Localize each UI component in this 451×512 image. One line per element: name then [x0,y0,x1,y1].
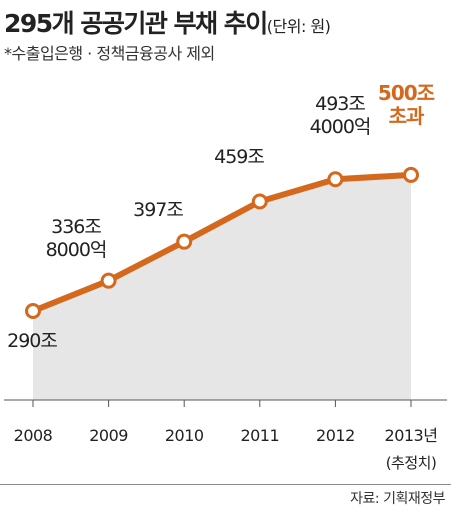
source-divider [0,484,451,485]
x-tick-label: 2009 [89,426,128,445]
data-label: 397조 [133,199,183,221]
exclusion-note: *수출입은행 · 정책금융공사 제외 [4,44,215,63]
data-point [403,166,419,183]
x-tick-label: 2012 [316,426,355,445]
line-chart: 2008 2009 2010 2011 2012 2013년 (추정치) 290조 336조 8… [4,81,447,472]
data-label: 290조 [7,330,57,352]
data-point-layer [25,166,419,319]
data-label-line: 8000억 [46,239,107,261]
data-point [176,233,193,250]
x-axis: 2008 2009 2010 2011 2012 2013년 (추정치) [4,399,447,472]
x-tick-label: 2008 [14,426,53,445]
title-text: 295개 공공기관 부채 추이 [4,9,268,38]
x-tick-sublabel: (추정치) [386,454,437,472]
data-label: 493조 4000억 [310,93,371,138]
data-label-line: 초과 [389,104,425,128]
x-tick-label: 2010 [165,426,204,445]
data-label: 336조 8000억 [46,216,107,261]
data-label: 500조 초과 [378,81,435,128]
area-layer [33,174,411,400]
data-label-line: 459조 [214,146,264,168]
data-label-line: 493조 [315,93,365,115]
series-line [30,171,414,314]
data-label-line: 500조 [378,81,435,105]
data-label-line: 290조 [7,330,57,352]
x-tick-label: 2011 [240,426,279,445]
data-label-line: 4000억 [310,116,371,138]
x-tick-label: 2013년 [385,426,438,445]
data-label: 459조 [214,146,264,168]
unit-label: (단위: 원) [266,17,331,36]
series-line-layer [30,171,414,314]
chart-title: 295개 공공기관 부채 추이(단위: 원) [4,4,331,40]
source-note: 자료: 기획재정부 [350,491,445,507]
data-label-line: 336조 [51,216,101,238]
data-point [251,193,268,210]
data-point [327,171,344,188]
data-point [25,303,41,319]
data-label-line: 397조 [133,199,183,221]
data-point [100,272,117,289]
area-fill [33,174,411,400]
